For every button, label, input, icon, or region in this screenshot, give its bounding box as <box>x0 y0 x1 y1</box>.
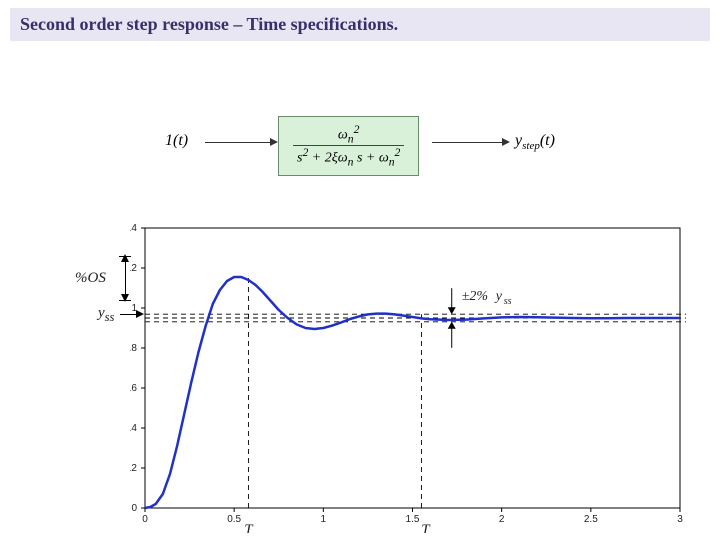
svg-text:y: y <box>494 289 503 304</box>
bd-arrow-out-head <box>502 138 510 146</box>
svg-text:0.2: 0.2 <box>130 463 137 474</box>
svg-text:ss: ss <box>504 296 512 307</box>
svg-text:3: 3 <box>677 514 683 525</box>
svg-text:1.2: 1.2 <box>130 263 137 274</box>
bd-arrow-in-head <box>270 138 278 146</box>
pct-os-label: %OS <box>75 270 106 287</box>
svg-text:1.4: 1.4 <box>130 223 137 234</box>
svg-text:s: s <box>433 530 437 533</box>
pct-os-indicator: %OS <box>75 256 135 306</box>
svg-text:T: T <box>244 522 254 533</box>
transfer-function-box: ωn2 s2 + 2ξωn s + ωn2 <box>278 116 419 176</box>
tf-numerator: ωn2 <box>293 123 404 146</box>
svg-text:p: p <box>255 530 261 533</box>
svg-text:0: 0 <box>131 503 137 514</box>
block-diagram: 1(t) ωn2 s2 + 2ξωn s + ωn2 ystep(t) <box>0 108 720 188</box>
svg-text:0.4: 0.4 <box>130 423 137 434</box>
step-response-chart: 0 0.2 0.4 0.6 0.8 1 1.2 1.4 0 0.5 1 1.5 2 2.5 3 ±2% yss… <box>130 223 690 523</box>
bd-output-label: ystep(t) <box>515 132 555 152</box>
svg-text:1: 1 <box>321 514 327 525</box>
svg-text:0.6: 0.6 <box>130 383 137 394</box>
svg-text:2.5: 2.5 <box>584 514 598 525</box>
svg-text:1: 1 <box>131 303 137 314</box>
svg-text:2: 2 <box>499 514 505 525</box>
bd-input-label: 1(t) <box>165 132 188 150</box>
svg-text:T: T <box>421 522 431 533</box>
chart-svg: 00.20.40.60.811.21.400.511.522.53±2% yss… <box>130 223 690 533</box>
svg-text:±2%: ±2% <box>462 289 488 304</box>
svg-text:0.8: 0.8 <box>130 343 137 354</box>
bd-arrow-out <box>432 142 502 143</box>
svg-text:1.5: 1.5 <box>406 514 420 525</box>
yss-label: yss <box>98 305 114 321</box>
svg-text:0: 0 <box>142 514 148 525</box>
svg-text:0.5: 0.5 <box>227 514 241 525</box>
bd-arrow-in <box>205 142 270 143</box>
yss-indicator: yss <box>98 304 114 325</box>
tf-denominator: s2 + 2ξωn s + ωn2 <box>293 146 404 168</box>
page-title: Second order step response – Time specif… <box>10 8 710 41</box>
